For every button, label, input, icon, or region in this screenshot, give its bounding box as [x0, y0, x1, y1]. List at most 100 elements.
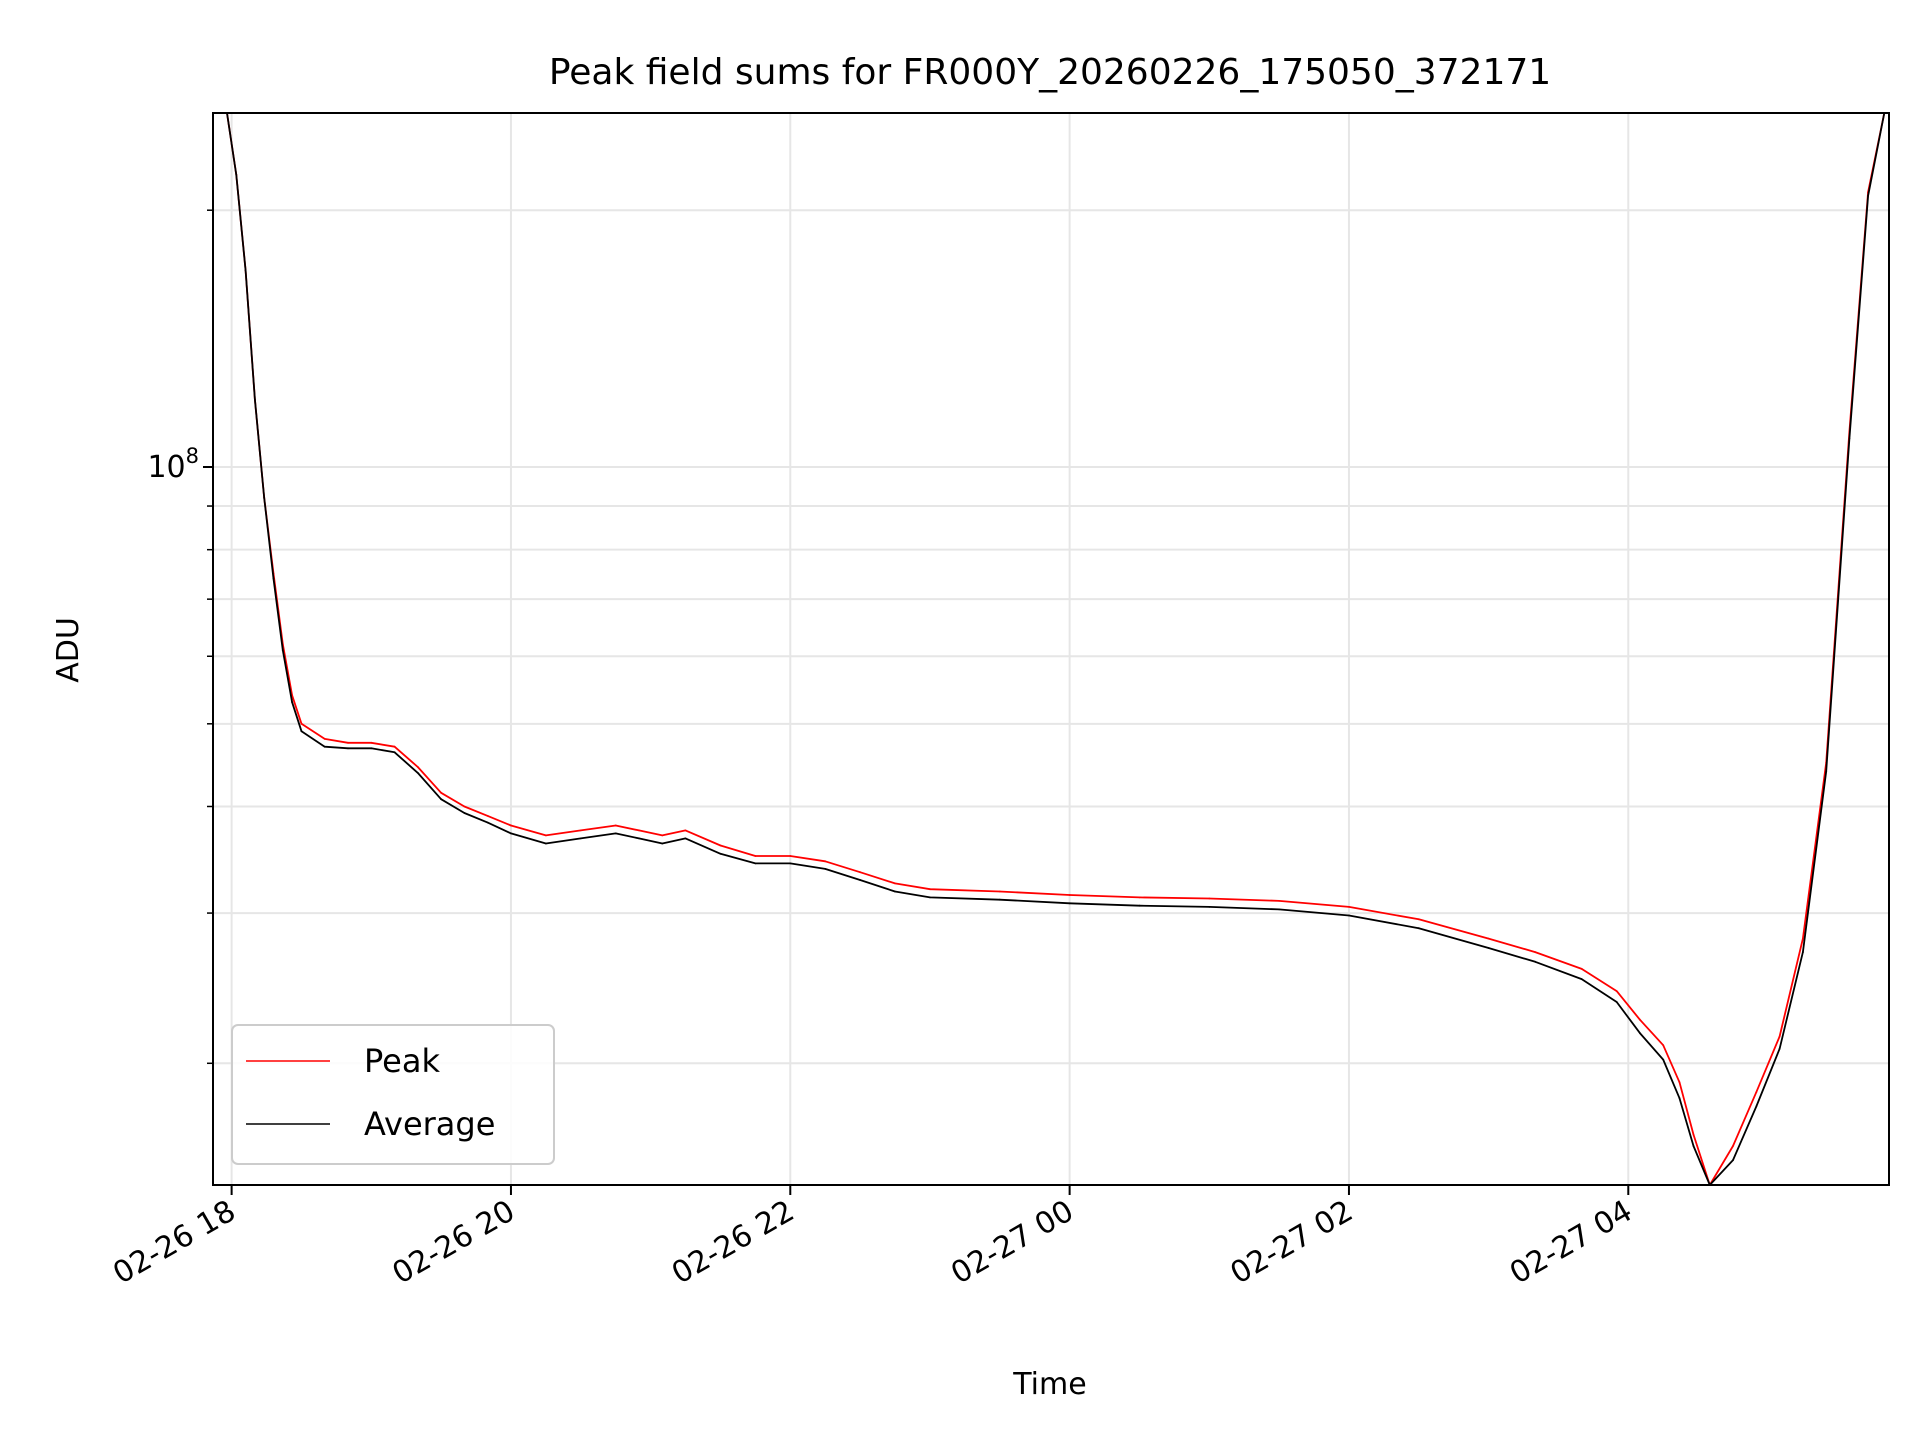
- data-point-average: [291, 701, 293, 704]
- data-point-peak: [1692, 1133, 1695, 1136]
- data-point-average: [463, 812, 466, 814]
- data-point-average: [1487, 947, 1490, 949]
- y-tick-label: 108: [147, 444, 199, 485]
- data-point-average: [719, 852, 722, 855]
- data-point-average: [1417, 927, 1420, 930]
- legend: Peak Average: [231, 1024, 555, 1165]
- data-point-peak: [1678, 1081, 1681, 1084]
- chart-title: Peak field sums for FR000Y_20260226_1750…: [549, 52, 1551, 93]
- data-point-peak: [789, 855, 792, 857]
- data-point-average: [1639, 1032, 1641, 1034]
- data-point-average: [1867, 194, 1869, 197]
- data-point-peak: [579, 829, 582, 832]
- data-point-peak: [1487, 937, 1490, 940]
- data-point-peak: [1348, 906, 1350, 908]
- data-point-average: [254, 398, 256, 401]
- data-point-peak: [614, 824, 617, 827]
- data-point-average: [1278, 908, 1280, 911]
- data-point-peak: [859, 871, 861, 874]
- data-point-average: [347, 747, 349, 750]
- data-point-average: [1068, 902, 1071, 905]
- legend-label-average: Average: [364, 1105, 495, 1143]
- data-point-peak: [370, 741, 373, 744]
- data-point-peak: [486, 815, 489, 817]
- data-point-peak: [1417, 918, 1420, 921]
- data-point-peak: [1639, 1018, 1641, 1021]
- data-point-average: [323, 745, 326, 748]
- data-point-average: [1802, 951, 1804, 953]
- data-point-average: [1348, 914, 1350, 917]
- data-point-average: [1732, 1159, 1734, 1161]
- data-point-average: [281, 649, 284, 651]
- data-point-average: [1534, 960, 1537, 963]
- data-point-peak: [416, 766, 419, 768]
- data-point-peak: [1615, 990, 1618, 992]
- data-point-peak: [998, 890, 1001, 893]
- data-point-peak: [1208, 897, 1211, 900]
- data-point-average: [638, 837, 640, 840]
- data-point-average: [1580, 978, 1583, 980]
- data-point-average: [370, 747, 373, 750]
- data-point-peak: [463, 805, 466, 808]
- data-point-average: [1662, 1058, 1665, 1061]
- data-point-average: [244, 269, 247, 272]
- data-point-peak: [1732, 1145, 1734, 1147]
- data-point-average: [440, 798, 442, 801]
- data-point-average: [1208, 906, 1211, 908]
- data-point-average: [272, 577, 275, 580]
- y-axis-label: ADU: [51, 617, 86, 683]
- data-point-average: [789, 862, 792, 865]
- data-point-average: [579, 837, 582, 840]
- data-point-average: [1825, 770, 1828, 773]
- data-point-peak: [638, 829, 640, 832]
- data-point-average: [614, 832, 617, 835]
- data-point-average: [929, 896, 931, 899]
- data-point-average: [1692, 1145, 1695, 1147]
- data-point-average: [998, 898, 1001, 901]
- data-point-peak: [323, 738, 326, 740]
- data-point-peak: [1278, 900, 1280, 902]
- data-point-peak: [1068, 894, 1071, 896]
- data-point-average: [824, 868, 827, 870]
- data-point-peak: [661, 834, 664, 837]
- data-point-average: [1848, 437, 1851, 440]
- data-point-average: [235, 174, 238, 176]
- data-point-average: [661, 842, 664, 845]
- data-point-peak: [545, 834, 547, 837]
- data-point-average: [1138, 904, 1141, 907]
- series-layer: [226, 113, 1886, 1185]
- legend-label-peak: Peak: [364, 1042, 440, 1080]
- data-point-peak: [684, 829, 687, 832]
- data-point-peak: [1755, 1091, 1758, 1094]
- data-point-average: [300, 730, 303, 733]
- data-point-peak: [1580, 968, 1583, 970]
- data-point-average: [1615, 1001, 1618, 1003]
- data-point-average: [859, 879, 861, 881]
- data-point-average: [1678, 1097, 1681, 1100]
- data-point-average: [684, 837, 687, 840]
- data-point-peak: [510, 824, 512, 827]
- data-point-peak: [824, 860, 827, 863]
- data-point-peak: [1662, 1044, 1665, 1047]
- x-axis-label: Time: [1012, 1367, 1086, 1402]
- data-point-average: [894, 890, 896, 893]
- data-point-average: [416, 772, 419, 774]
- y-axis: 108: [147, 209, 213, 1065]
- data-point-peak: [1802, 937, 1804, 940]
- data-point-average: [263, 497, 266, 499]
- data-point-peak: [347, 741, 349, 744]
- data-point-average: [486, 821, 489, 824]
- data-point-peak: [754, 855, 757, 857]
- data-point-average: [393, 751, 396, 754]
- data-point-peak: [440, 791, 442, 794]
- data-point-peak: [1138, 896, 1141, 899]
- grid: [213, 113, 1889, 1185]
- data-point-average: [1778, 1047, 1781, 1050]
- legend-box: [231, 1024, 555, 1165]
- data-point-peak: [1534, 951, 1537, 953]
- data-point-average: [754, 862, 757, 865]
- data-point-average: [1755, 1105, 1758, 1108]
- data-point-peak: [894, 882, 896, 885]
